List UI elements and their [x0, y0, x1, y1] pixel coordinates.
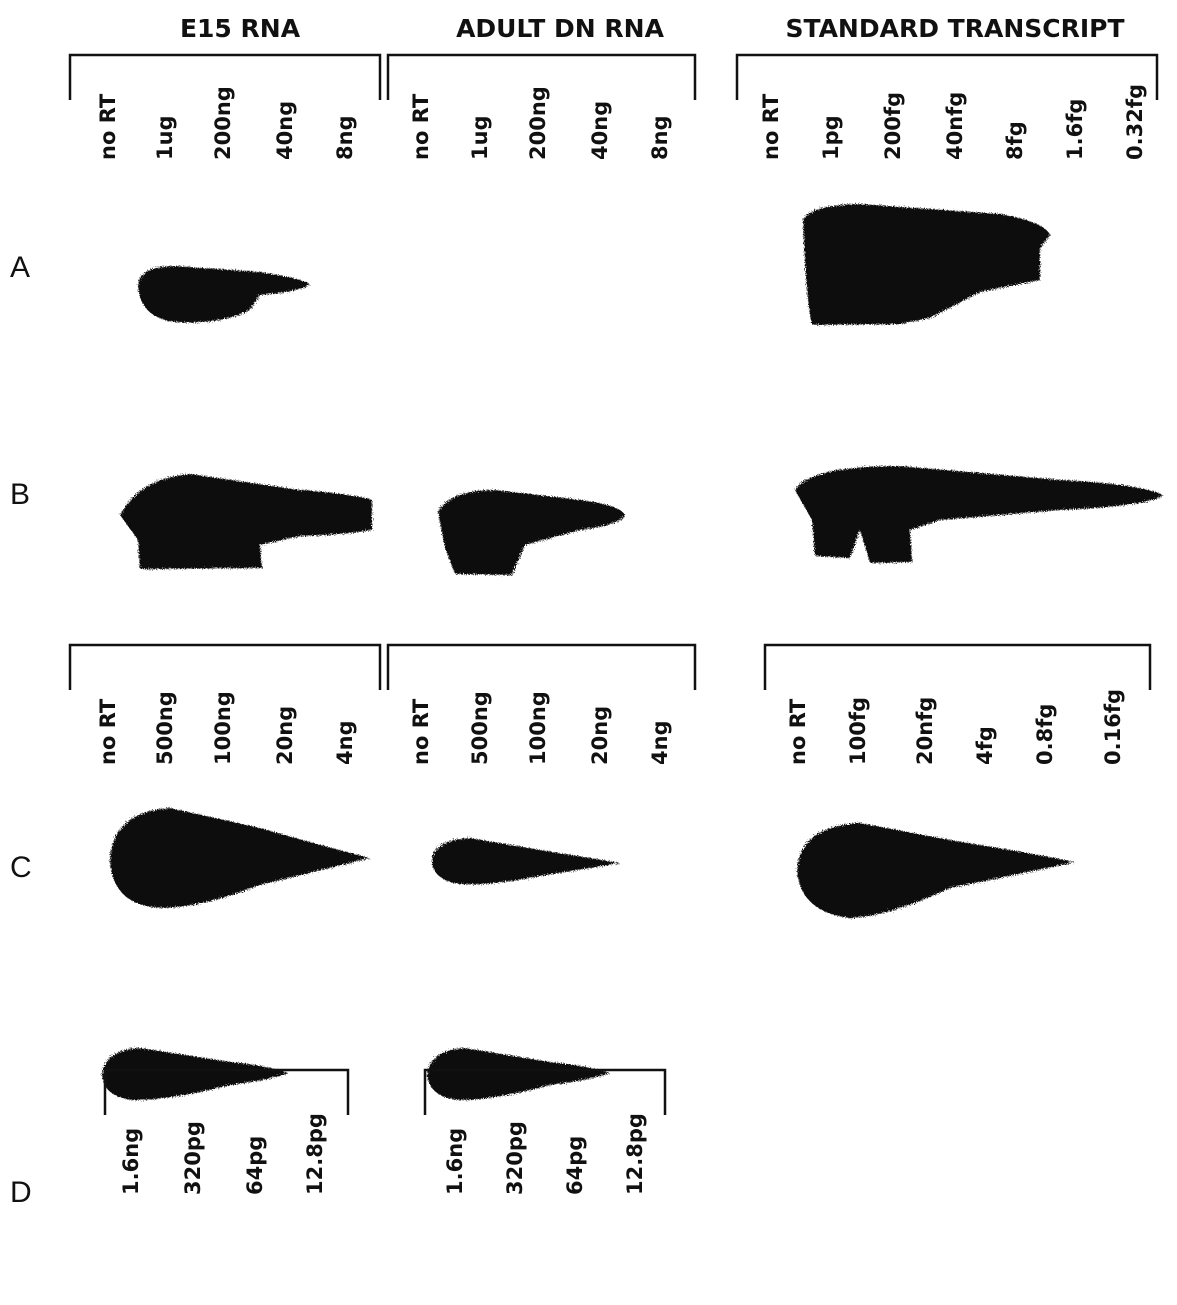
lane-label: 0.8fg [1033, 704, 1057, 765]
lane-label: 1.6ng [443, 1128, 467, 1195]
lane-bracket [765, 645, 1150, 690]
lane-label: no RT [409, 93, 433, 160]
band [432, 838, 620, 884]
lane-label: 320pg [181, 1121, 205, 1195]
lane-label: 1ug [153, 115, 177, 160]
lane-label: 0.32fg [1123, 84, 1147, 160]
lane-label: no RT [409, 698, 433, 765]
lane-label: 64pg [563, 1136, 587, 1195]
lane-label: 40nfg [943, 92, 967, 160]
row-label: D [10, 1176, 32, 1209]
lane-label: no RT [96, 698, 120, 765]
lane-label: 64pg [243, 1136, 267, 1195]
lane-label: 200ng [526, 86, 550, 160]
bands [102, 204, 1163, 1100]
lane-label: 8ng [333, 115, 357, 160]
lane-label: no RT [96, 93, 120, 160]
lane-label: 8ng [648, 115, 672, 160]
lane-label: 40ng [273, 101, 297, 160]
lane-label: 1ug [468, 115, 492, 160]
lane-label: 20ng [273, 706, 297, 765]
lane-label: no RT [786, 698, 810, 765]
lane-label: 320pg [503, 1121, 527, 1195]
lane-label: 8fg [1003, 121, 1027, 160]
lane-bracket [70, 645, 380, 690]
lane-label: 4ng [333, 720, 357, 765]
lane-label: 20ng [588, 706, 612, 765]
lane-label: 200fg [881, 92, 905, 160]
lane-label: 100fg [846, 697, 870, 765]
lane-label: no RT [759, 93, 783, 160]
lane-label: 20nfg [913, 697, 937, 765]
band [797, 823, 1075, 918]
band [102, 1048, 288, 1100]
band [438, 490, 625, 575]
lane-label: 1pg [819, 115, 843, 160]
column-header: E15 RNA [180, 14, 301, 43]
lane-label: 4fg [973, 726, 997, 765]
band [427, 1048, 610, 1100]
band [138, 266, 310, 323]
row-label: A [10, 251, 30, 284]
lane-label: 100ng [526, 691, 550, 765]
lane-label: 200ng [211, 86, 235, 160]
band [120, 474, 372, 569]
lane-label: 0.16fg [1101, 689, 1125, 765]
lane-label: 1.6fg [1063, 99, 1087, 160]
lane-label: 4ng [648, 720, 672, 765]
lane-label: 1.6ng [119, 1128, 143, 1195]
lane-bracket [388, 645, 695, 690]
band [110, 808, 370, 908]
band [795, 466, 1163, 563]
row-label: C [10, 851, 32, 884]
lane-label: 12.8pg [303, 1113, 327, 1195]
column-header: STANDARD TRANSCRIPT [785, 14, 1124, 43]
lane-label: 500ng [153, 691, 177, 765]
lane-label: 40ng [588, 101, 612, 160]
lane-label: 500ng [468, 691, 492, 765]
figure: E15 RNA ADULT DN RNA STANDARD TRANSCRIPT A B… [0, 0, 1177, 1305]
lane-label: 100ng [211, 691, 235, 765]
band [803, 204, 1050, 325]
lane-label: 12.8pg [623, 1113, 647, 1195]
row-label: B [10, 478, 30, 511]
column-header: ADULT DN RNA [456, 14, 665, 43]
